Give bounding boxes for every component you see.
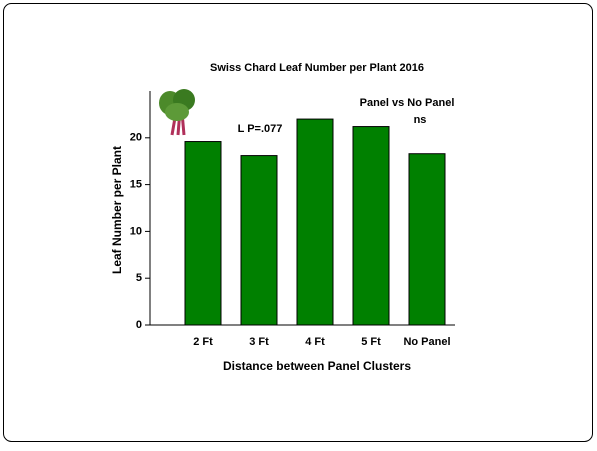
x-tick-label: No Panel (403, 336, 450, 348)
x-tick-label: 2 Ft (193, 336, 213, 348)
bar (408, 153, 446, 326)
x-tick-label: 4 Ft (305, 336, 325, 348)
y-tick-label: 20 (130, 132, 142, 144)
x-axis-label: Distance between Panel Clusters (223, 359, 411, 373)
y-tick-label: 15 (130, 179, 142, 191)
x-tick-label: 3 Ft (249, 336, 269, 348)
y-axis-label: Leaf Number per Plant (110, 146, 124, 274)
x-tick-label: 5 Ft (361, 336, 381, 348)
bar (240, 155, 278, 326)
plant-icon (159, 89, 195, 136)
annotation: ns (414, 114, 427, 126)
annotation: Panel vs No Panel (360, 97, 455, 109)
y-tick-label: 10 (130, 225, 142, 237)
bar (184, 141, 222, 326)
bar (296, 118, 334, 326)
y-tick-label: 0 (136, 319, 142, 331)
bar (352, 126, 390, 326)
y-tick-label: 5 (136, 272, 142, 284)
chart-title: Swiss Chard Leaf Number per Plant 2016 (210, 62, 424, 74)
annotation: L P=.077 (238, 123, 283, 135)
